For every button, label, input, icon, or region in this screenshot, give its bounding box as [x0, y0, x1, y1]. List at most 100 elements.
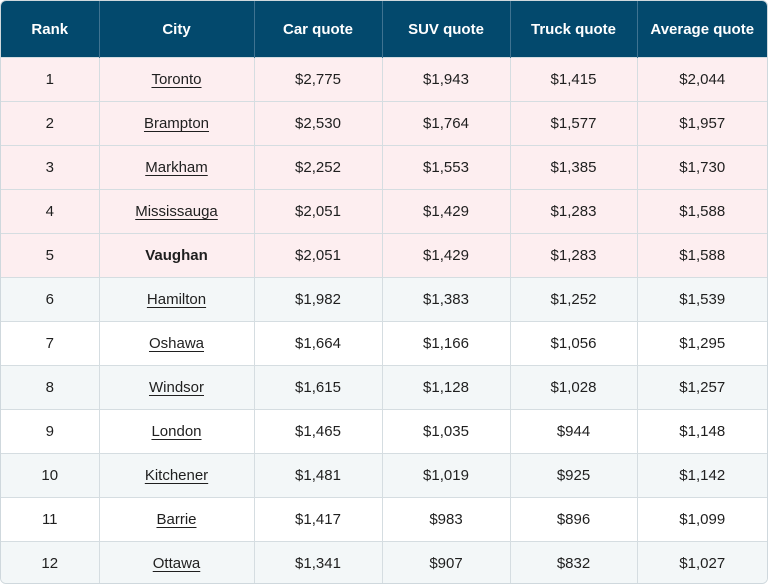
suv-quote-cell: $1,019 — [382, 453, 511, 498]
rank-cell: 10 — [1, 453, 100, 498]
truck-quote-cell: $1,252 — [510, 277, 638, 322]
city-cell: Brampton — [99, 101, 255, 146]
truck-quote-cell: $1,415 — [510, 57, 638, 102]
table-row: 7 Oshawa $1,664 $1,166 $1,056 $1,295 — [1, 321, 767, 366]
suv-quote-cell: $1,035 — [382, 409, 511, 454]
suv-quote-cell: $1,429 — [382, 233, 511, 278]
city-cell: Markham — [99, 145, 255, 190]
city-cell: Toronto — [99, 57, 255, 102]
table-row: 12 Ottawa $1,341 $907 $832 $1,027 — [1, 541, 767, 583]
city-link[interactable]: Ottawa — [152, 555, 201, 572]
table-header-row: Rank City Car quote SUV quote Truck quot… — [1, 1, 767, 58]
rank-cell: 3 — [1, 145, 100, 190]
suv-quote-cell: $1,553 — [382, 145, 511, 190]
rank-cell: 6 — [1, 277, 100, 322]
average-quote-cell: $1,588 — [637, 233, 767, 278]
city-link[interactable]: Oshawa — [148, 335, 205, 352]
city-cell: Vaughan — [99, 233, 255, 278]
city-cell: Barrie — [99, 497, 255, 542]
city-link[interactable]: Windsor — [148, 379, 204, 396]
table-row: 5 Vaughan $2,051 $1,429 $1,283 $1,588 — [1, 233, 767, 278]
table-row: 10 Kitchener $1,481 $1,019 $925 $1,142 — [1, 453, 767, 498]
city-link[interactable]: Mississauga — [135, 203, 218, 220]
table-row: 9 London $1,465 $1,035 $944 $1,148 — [1, 409, 767, 454]
car-quote-cell: $1,982 — [254, 277, 383, 322]
header-car-quote: Car quote — [254, 1, 383, 58]
city-cell: Ottawa — [99, 541, 255, 583]
car-quote-cell: $1,664 — [254, 321, 383, 366]
average-quote-cell: $1,099 — [637, 497, 767, 542]
header-average-quote: Average quote — [637, 1, 767, 58]
city-cell: Oshawa — [99, 321, 255, 366]
average-quote-cell: $1,148 — [637, 409, 767, 454]
car-quote-cell: $1,481 — [254, 453, 383, 498]
rank-cell: 2 — [1, 101, 100, 146]
city-cell: Kitchener — [99, 453, 255, 498]
city-cell: Mississauga — [99, 189, 255, 234]
table-row: 8 Windsor $1,615 $1,128 $1,028 $1,257 — [1, 365, 767, 410]
car-quote-cell: $1,417 — [254, 497, 383, 542]
rank-cell: 9 — [1, 409, 100, 454]
city-link[interactable]: London — [151, 423, 202, 440]
truck-quote-cell: $925 — [510, 453, 638, 498]
truck-quote-cell: $1,028 — [510, 365, 638, 410]
rank-cell: 12 — [1, 541, 100, 583]
car-quote-cell: $1,615 — [254, 365, 383, 410]
truck-quote-cell: $1,283 — [510, 189, 638, 234]
table-body: 1 Toronto $2,775 $1,943 $1,415 $2,044 2 Brampto… — [1, 57, 767, 583]
average-quote-cell: $1,142 — [637, 453, 767, 498]
suv-quote-cell: $1,429 — [382, 189, 511, 234]
truck-quote-cell: $1,577 — [510, 101, 638, 146]
car-quote-cell: $1,341 — [254, 541, 383, 583]
rank-cell: 1 — [1, 57, 100, 102]
average-quote-cell: $1,027 — [637, 541, 767, 583]
city-link[interactable]: Toronto — [151, 71, 202, 88]
table-row: 1 Toronto $2,775 $1,943 $1,415 $2,044 — [1, 57, 767, 102]
header-city: City — [99, 1, 255, 58]
truck-quote-cell: $944 — [510, 409, 638, 454]
truck-quote-cell: $1,385 — [510, 145, 638, 190]
truck-quote-cell: $896 — [510, 497, 638, 542]
truck-quote-cell: $1,056 — [510, 321, 638, 366]
car-quote-cell: $2,051 — [254, 189, 383, 234]
suv-quote-cell: $1,128 — [382, 365, 511, 410]
city-link[interactable]: Brampton — [143, 115, 210, 132]
average-quote-cell: $1,730 — [637, 145, 767, 190]
car-quote-cell: $2,775 — [254, 57, 383, 102]
suv-quote-cell: $907 — [382, 541, 511, 583]
city-link[interactable]: Hamilton — [146, 291, 207, 308]
average-quote-cell: $1,257 — [637, 365, 767, 410]
table-row: 3 Markham $2,252 $1,553 $1,385 $1,730 — [1, 145, 767, 190]
car-quote-cell: $1,465 — [254, 409, 383, 454]
table-row: 2 Brampton $2,530 $1,764 $1,577 $1,957 — [1, 101, 767, 146]
city-link[interactable]: Markham — [145, 159, 208, 176]
truck-quote-cell: $1,283 — [510, 233, 638, 278]
city-label: Vaughan — [145, 247, 208, 264]
truck-quote-cell: $832 — [510, 541, 638, 583]
rank-cell: 8 — [1, 365, 100, 410]
suv-quote-cell: $1,166 — [382, 321, 511, 366]
average-quote-cell: $2,044 — [637, 57, 767, 102]
table-row: 6 Hamilton $1,982 $1,383 $1,252 $1,539 — [1, 277, 767, 322]
car-quote-cell: $2,252 — [254, 145, 383, 190]
city-cell: Windsor — [99, 365, 255, 410]
rank-cell: 5 — [1, 233, 100, 278]
average-quote-cell: $1,957 — [637, 101, 767, 146]
table-row: 11 Barrie $1,417 $983 $896 $1,099 — [1, 497, 767, 542]
table-row: 4 Mississauga $2,051 $1,429 $1,283 $1,588 — [1, 189, 767, 234]
header-truck-quote: Truck quote — [510, 1, 638, 58]
city-cell: London — [99, 409, 255, 454]
suv-quote-cell: $1,943 — [382, 57, 511, 102]
car-quote-cell: $2,051 — [254, 233, 383, 278]
rank-cell: 11 — [1, 497, 100, 542]
suv-quote-cell: $983 — [382, 497, 511, 542]
city-link[interactable]: Barrie — [156, 511, 197, 528]
city-link[interactable]: Kitchener — [144, 467, 209, 484]
header-suv-quote: SUV quote — [382, 1, 511, 58]
header-rank: Rank — [1, 1, 100, 58]
suv-quote-cell: $1,383 — [382, 277, 511, 322]
average-quote-cell: $1,295 — [637, 321, 767, 366]
rank-cell: 4 — [1, 189, 100, 234]
city-cell: Hamilton — [99, 277, 255, 322]
car-quote-cell: $2,530 — [254, 101, 383, 146]
